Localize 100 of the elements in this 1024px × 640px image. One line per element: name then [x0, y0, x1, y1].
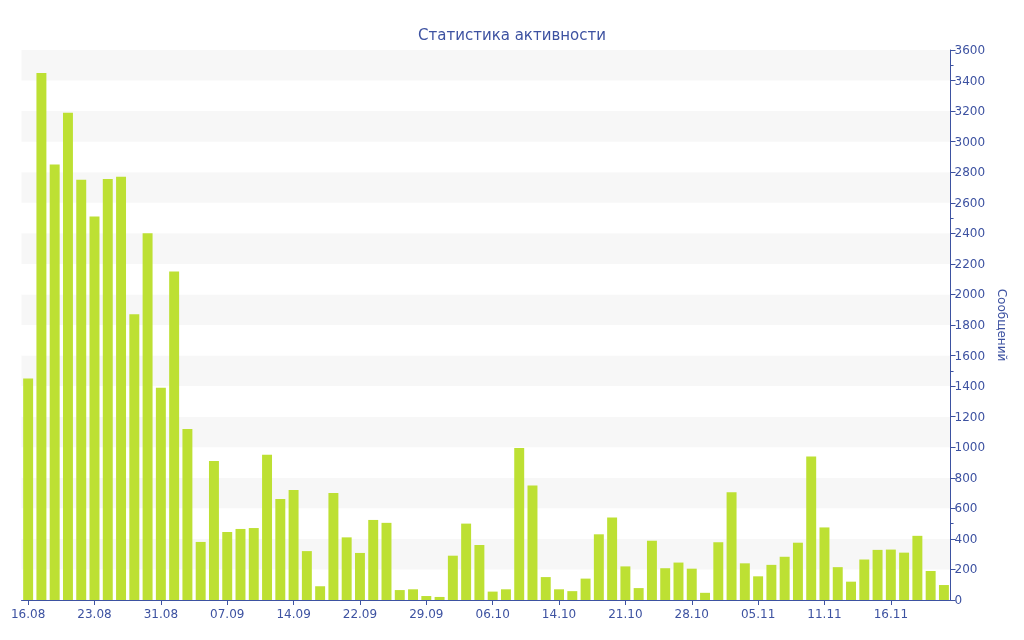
y-tick-label: 400 — [954, 531, 978, 546]
bar — [885, 549, 896, 600]
bar — [859, 559, 870, 600]
bar — [938, 585, 949, 600]
bar — [182, 428, 193, 600]
x-tick-label: 16.08 — [10, 607, 46, 621]
x-tick-label: 22.09 — [342, 607, 378, 621]
y-tick-label: 1200 — [954, 409, 986, 424]
bar — [381, 522, 392, 600]
bar — [235, 528, 246, 600]
bar — [222, 532, 233, 600]
bar — [726, 492, 737, 600]
bar — [208, 460, 219, 600]
bar — [739, 563, 750, 600]
bar — [792, 542, 803, 600]
y-tick-label: 1600 — [954, 348, 986, 363]
bar — [421, 596, 432, 600]
x-tick-label: 29.09 — [409, 607, 444, 621]
y-tick-label: 2400 — [954, 226, 986, 241]
x-tick-label: 14.09 — [276, 607, 311, 621]
x-tick-label: 11.11 — [807, 607, 842, 621]
y-tick-label: 2800 — [954, 165, 986, 180]
bar — [116, 176, 127, 600]
bar — [36, 72, 47, 600]
bar — [394, 590, 405, 600]
y-tick-label: 2600 — [954, 195, 986, 210]
bar — [819, 527, 830, 600]
bar — [354, 552, 365, 600]
y-tick-label: 2200 — [954, 256, 986, 271]
bar — [766, 564, 777, 600]
bar — [607, 517, 618, 600]
bar — [487, 591, 498, 600]
bar — [832, 567, 843, 600]
y-tick-label: 3200 — [954, 104, 986, 119]
bar — [461, 523, 472, 600]
bar — [49, 164, 60, 600]
bar — [341, 537, 352, 600]
bar — [660, 568, 671, 600]
x-tick-label: 07.09 — [210, 607, 245, 621]
bar — [620, 566, 631, 600]
y-tick-label: 1000 — [954, 440, 986, 455]
bar — [23, 378, 34, 600]
bar — [129, 314, 140, 600]
chart-title: Статистика активности — [418, 25, 606, 44]
bar — [301, 551, 312, 600]
y-tick-label: 1800 — [954, 318, 986, 332]
y-tick-label: 0 — [954, 593, 963, 607]
bar — [540, 577, 551, 600]
bar — [288, 490, 299, 600]
bar — [408, 589, 419, 600]
bar — [925, 570, 936, 600]
bar — [155, 387, 166, 600]
bar — [447, 555, 458, 600]
x-tick-label: 21.10 — [608, 607, 643, 621]
bar — [700, 592, 710, 600]
x-tick-label: 28.10 — [674, 607, 709, 621]
x-tick-label: 14.10 — [541, 607, 577, 621]
bar — [195, 541, 206, 600]
bar — [102, 179, 113, 600]
y-axis-title: Сообщений — [995, 288, 1009, 362]
y-tick-label: 2000 — [954, 287, 986, 302]
bar — [580, 578, 591, 600]
y-tick-label: 3400 — [954, 73, 986, 88]
bar — [846, 581, 856, 600]
bar — [315, 586, 326, 600]
bar — [76, 179, 87, 600]
bar — [275, 499, 286, 600]
y-tick-label: 3000 — [954, 134, 986, 149]
bar — [779, 556, 790, 600]
bar — [62, 112, 73, 600]
bar — [912, 535, 923, 600]
bar — [368, 519, 379, 600]
bar — [169, 271, 180, 600]
x-tick-label: 23.08 — [77, 607, 112, 621]
bar — [686, 568, 697, 600]
y-tick-label: 800 — [954, 470, 978, 485]
bar — [806, 456, 817, 600]
x-tick-label: 31.08 — [143, 607, 179, 621]
bar — [434, 596, 445, 600]
bar — [500, 589, 511, 600]
bar — [899, 552, 910, 600]
bar — [593, 534, 604, 600]
bar — [89, 216, 100, 600]
y-tick-label: 200 — [954, 562, 978, 577]
bar — [753, 576, 764, 600]
bar — [142, 233, 153, 600]
bar — [567, 591, 578, 600]
bar — [248, 528, 259, 600]
bar — [474, 545, 485, 600]
bar — [872, 549, 883, 600]
bar — [554, 589, 565, 600]
bar — [328, 493, 339, 600]
bar — [646, 540, 657, 600]
bar — [527, 485, 538, 600]
bar — [514, 447, 525, 600]
y-tick-label: 600 — [954, 501, 978, 516]
x-tick-label: 05.11 — [740, 607, 776, 621]
x-tick-label: 16.11 — [873, 607, 909, 621]
bar — [713, 542, 724, 600]
bar — [262, 454, 273, 600]
